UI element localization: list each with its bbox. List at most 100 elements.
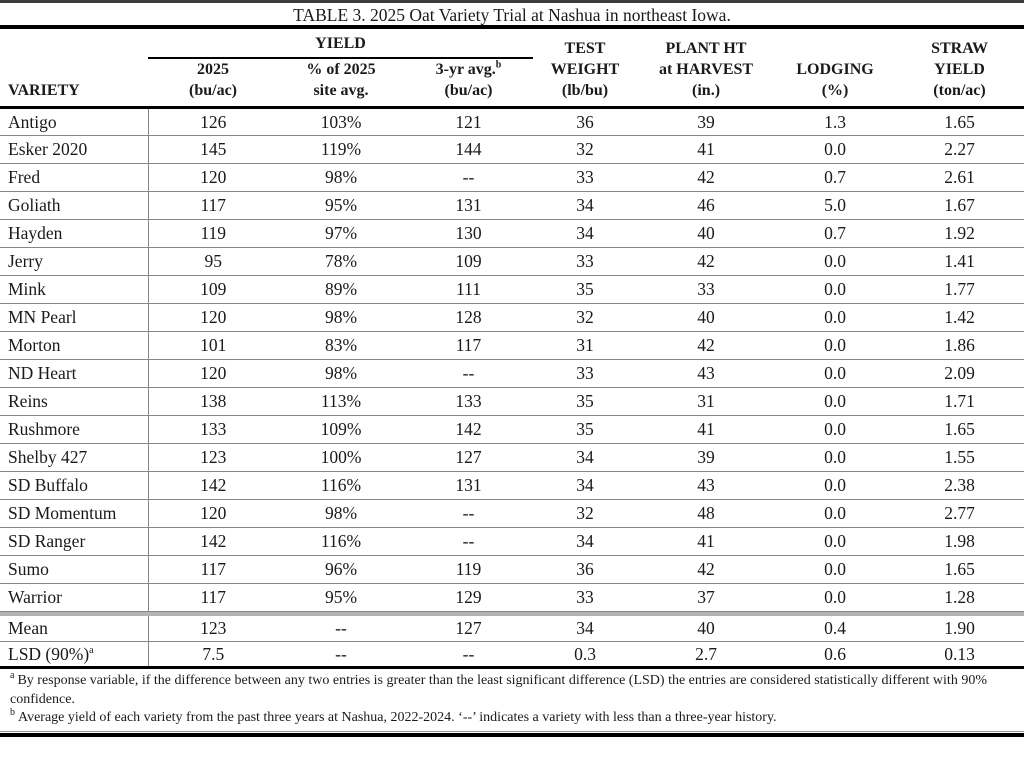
value-cell: 142 [404, 415, 534, 444]
value-cell: 138 [148, 387, 278, 416]
value-cell: 111 [404, 275, 534, 304]
value-cell: 0.0 [775, 247, 896, 276]
table-row: Morton 101 83% 117 31 42 0.0 1.86 [0, 331, 1024, 360]
value-cell: 39 [637, 443, 776, 472]
value-cell: 133 [148, 415, 278, 444]
value-cell: 97% [278, 219, 404, 248]
value-cell: 1.65 [895, 555, 1024, 584]
value-cell: 39 [637, 107, 776, 136]
col-header-lodging: LODGING (%) [775, 29, 896, 109]
value-cell: 43 [637, 359, 776, 388]
value-cell: 40 [637, 219, 776, 248]
table-row: Reins 138 113% 133 35 31 0.0 1.71 [0, 387, 1024, 416]
header-line: (in.) [692, 82, 721, 99]
value-cell: 1.65 [895, 107, 1024, 136]
value-cell: 7.5 [148, 641, 278, 669]
value-cell: 33 [637, 275, 776, 304]
value-cell: 41 [637, 135, 776, 164]
value-cell: 0.4 [775, 615, 896, 642]
table-row: Sumo 117 96% 119 36 42 0.0 1.65 [0, 555, 1024, 584]
value-cell: 120 [148, 359, 278, 388]
value-cell: 36 [533, 555, 638, 584]
value-cell: 2.27 [895, 135, 1024, 164]
value-cell: 130 [404, 219, 534, 248]
value-cell: 96% [278, 555, 404, 584]
value-cell: 0.0 [775, 443, 896, 472]
value-cell: 34 [533, 191, 638, 220]
variety-cell: ND Heart [0, 359, 149, 388]
value-cell: 131 [404, 191, 534, 220]
variety-cell: LSD (90%)a [0, 641, 149, 669]
summary-rows: Mean 123 -- 127 34 40 0.4 1.90 LSD (90%)a 7.5 -- --… [0, 615, 1024, 669]
value-cell: 116% [278, 471, 404, 500]
variety-cell: SD Buffalo [0, 471, 149, 500]
value-cell: 1.71 [895, 387, 1024, 416]
value-cell: 98% [278, 359, 404, 388]
variety-cell: Esker 2020 [0, 135, 149, 164]
value-cell: 0.0 [775, 527, 896, 556]
col-header-yield-3yr: 3-yr avg.b (bu/ac) [404, 58, 534, 109]
separator-rule [0, 611, 1024, 616]
table-row: LSD (90%)a 7.5 -- -- 0.3 2.7 0.6 0.13 [0, 641, 1024, 669]
value-cell: 0.0 [775, 555, 896, 584]
separator-row [0, 611, 1024, 616]
footnote-marker: b [10, 707, 15, 719]
variety-cell: SD Ranger [0, 527, 149, 556]
col-header-yield-2025: 2025 (bu/ac) [148, 58, 278, 109]
value-cell: 117 [148, 555, 278, 584]
variety-cell: Warrior [0, 583, 149, 612]
header-row-group: VARIETY YIELD TEST WEIGHT (lb/bu) PLANT … [0, 29, 1024, 109]
value-cell: 32 [533, 135, 638, 164]
value-cell: 42 [637, 331, 776, 360]
value-cell: 1.77 [895, 275, 1024, 304]
value-cell: 123 [148, 443, 278, 472]
value-cell: 0.0 [775, 135, 896, 164]
value-cell: 1.55 [895, 443, 1024, 472]
value-cell: 128 [404, 303, 534, 332]
value-cell: 0.0 [775, 415, 896, 444]
variety-cell: Fred [0, 163, 149, 192]
value-cell: 1.42 [895, 303, 1024, 332]
bottom-rule [0, 732, 1024, 737]
footnote-text: By response variable, if the difference … [10, 673, 987, 707]
value-cell: 0.0 [775, 359, 896, 388]
table-row: Mink 109 89% 111 35 33 0.0 1.77 [0, 275, 1024, 304]
value-cell: 0.0 [775, 387, 896, 416]
value-cell: 2.77 [895, 499, 1024, 528]
variety-cell: SD Momentum [0, 499, 149, 528]
value-cell: 43 [637, 471, 776, 500]
value-cell: 119 [148, 219, 278, 248]
col-header-straw-yield: STRAW YIELD (ton/ac) [895, 29, 1024, 109]
footnote-text: Average yield of each variety from the p… [18, 710, 777, 725]
value-cell: 1.92 [895, 219, 1024, 248]
header-line: STRAW [931, 40, 988, 57]
value-cell: 31 [637, 387, 776, 416]
value-cell: 1.86 [895, 331, 1024, 360]
col-header-test-weight: TEST WEIGHT (lb/bu) [533, 29, 638, 109]
value-cell: 120 [148, 163, 278, 192]
value-cell: 32 [533, 303, 638, 332]
value-cell: 1.28 [895, 583, 1024, 612]
value-cell: 35 [533, 275, 638, 304]
value-cell: 95 [148, 247, 278, 276]
value-cell: 42 [637, 163, 776, 192]
value-cell: 1.3 [775, 107, 896, 136]
variety-cell: Shelby 427 [0, 443, 149, 472]
variety-trial-table: VARIETY YIELD TEST WEIGHT (lb/bu) PLANT … [0, 29, 1024, 669]
variety-cell: Rushmore [0, 415, 149, 444]
table-row: Mean 123 -- 127 34 40 0.4 1.90 [0, 615, 1024, 642]
value-cell: -- [404, 527, 534, 556]
value-cell: 78% [278, 247, 404, 276]
col-header-variety: VARIETY [0, 29, 148, 109]
value-cell: 48 [637, 499, 776, 528]
value-cell: 42 [637, 247, 776, 276]
header-line: YIELD [934, 61, 985, 78]
value-cell: 126 [148, 107, 278, 136]
value-cell: 98% [278, 499, 404, 528]
value-cell: 33 [533, 583, 638, 612]
value-cell: 145 [148, 135, 278, 164]
value-cell: 33 [533, 359, 638, 388]
value-cell: 1.90 [895, 615, 1024, 642]
value-cell: 0.6 [775, 641, 896, 669]
